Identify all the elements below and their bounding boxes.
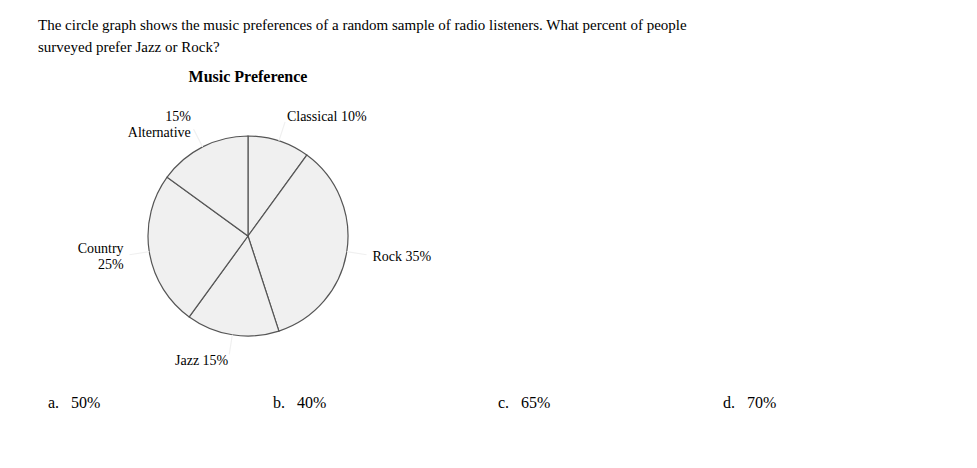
svg-text:Rock 35%: Rock 35% (372, 248, 431, 263)
svg-text:Country25%: Country25% (78, 240, 124, 271)
html-text:c. 65%: c. 65% (498, 394, 551, 411)
html-text:a. 50%: a. 50% (48, 394, 101, 411)
svg-text:Classical 10%: Classical 10% (287, 109, 367, 124)
svg-text:15%Alternative: 15%Alternative (128, 108, 191, 139)
html-text:surveyed prefer Jazz or Rock?: surveyed prefer Jazz or Rock? (38, 39, 220, 55)
html-text:Music Preference: Music Preference (188, 68, 308, 85)
svg-text:Jazz 15%: Jazz 15% (175, 353, 229, 368)
html-text:The circle graph shows the mus: The circle graph shows the music prefere… (38, 17, 687, 33)
html-text:d. 70%: d. 70% (723, 394, 777, 411)
html-text:b. 40%: b. 40% (273, 394, 327, 411)
